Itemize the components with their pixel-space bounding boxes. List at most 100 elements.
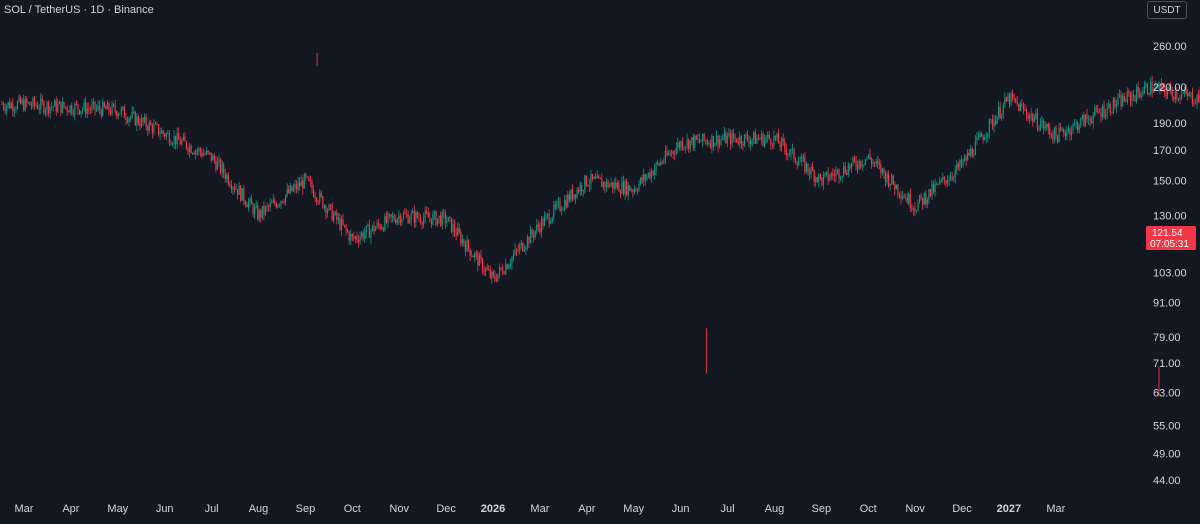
time-axis-tick-label: Sep [296, 503, 316, 515]
candle-body [764, 139, 765, 146]
candle-body [671, 151, 672, 154]
candle-body [699, 139, 700, 142]
candle-body [545, 215, 546, 217]
candle-body [1090, 119, 1091, 122]
candle-body [181, 140, 182, 144]
candle-body [600, 178, 601, 179]
countdown-label: 07:05:31 [1150, 239, 1189, 250]
candle-body [1198, 95, 1199, 102]
candle-body [84, 102, 85, 109]
candle-body [721, 139, 722, 140]
candle-body [141, 118, 142, 126]
candle-body [194, 153, 195, 154]
candle-body [409, 220, 410, 223]
candle-body [367, 224, 368, 225]
candle-body [584, 176, 585, 190]
candle-body [108, 103, 109, 111]
candle-body [993, 120, 994, 126]
candle-body [820, 174, 821, 177]
candle-body [598, 176, 599, 178]
candle-body [53, 107, 54, 108]
candle-body [496, 279, 497, 281]
candle-body [201, 152, 202, 156]
candle-body [1093, 115, 1094, 123]
candle-body [266, 206, 267, 207]
candle-body [947, 181, 948, 184]
candle-body [814, 171, 815, 182]
candle-body [538, 225, 539, 227]
candle-body [256, 206, 257, 207]
candle-body [882, 168, 883, 173]
candle-body [439, 216, 440, 219]
candle-body [42, 99, 43, 102]
candle-body [504, 273, 505, 274]
candle-body [710, 143, 711, 147]
candle-body [346, 226, 347, 230]
candle-body [1128, 91, 1129, 93]
candle-body [793, 149, 794, 160]
candle-body [223, 164, 224, 173]
candle-body [442, 212, 443, 226]
candle-body [953, 178, 954, 179]
candle-body [952, 177, 953, 178]
candle-body [869, 154, 870, 159]
candle-body [956, 164, 957, 170]
candle-body [876, 161, 877, 163]
candle-body [220, 160, 221, 173]
candle-body [149, 122, 150, 130]
candle-body [54, 100, 55, 106]
time-axis-tick-label: May [623, 503, 644, 515]
candle-body [158, 124, 159, 134]
candle-body [1032, 114, 1033, 122]
candle-body [284, 202, 285, 203]
candle-body [122, 107, 123, 109]
candle-body [549, 214, 550, 223]
candle-body [1052, 135, 1053, 140]
quote-currency-button[interactable]: USDT [1147, 1, 1187, 19]
candle-body [941, 180, 942, 181]
candle-body [249, 198, 250, 202]
candle-body [1196, 95, 1197, 103]
candle-body [316, 198, 317, 202]
candle-body [935, 184, 936, 192]
candle-body [673, 151, 674, 153]
candle-body [480, 255, 481, 259]
candle-body [290, 186, 291, 193]
candle-body [733, 133, 734, 138]
candle-body [124, 107, 125, 118]
candle-body [657, 163, 658, 164]
candle-body [1074, 123, 1075, 124]
candle-body [603, 182, 604, 187]
candle-body [727, 136, 728, 144]
candle-body [739, 136, 740, 143]
candle-body [818, 174, 819, 182]
candle-body [446, 221, 447, 223]
candle-body [414, 211, 415, 223]
candle-body [136, 117, 137, 126]
candle-body [167, 133, 168, 134]
candle-body [29, 102, 30, 105]
candle-body [12, 103, 13, 111]
candle-body [1020, 104, 1021, 111]
candle-body [1040, 124, 1041, 130]
candle-body [364, 233, 365, 238]
candle-body [139, 124, 140, 127]
candle-body [570, 190, 571, 201]
candle-body [691, 137, 692, 140]
candle-body [88, 108, 89, 109]
candle-body [355, 237, 356, 239]
candle-body [1082, 115, 1083, 118]
candle-body [280, 201, 281, 205]
candle-body [959, 160, 960, 167]
candle-body [129, 118, 130, 122]
candle-body [373, 225, 374, 231]
candle-body [919, 195, 920, 202]
candle-body [936, 184, 937, 185]
candle-body [894, 184, 895, 189]
candle-body [702, 134, 703, 142]
candle-body [801, 157, 802, 161]
candle-body [152, 125, 153, 133]
